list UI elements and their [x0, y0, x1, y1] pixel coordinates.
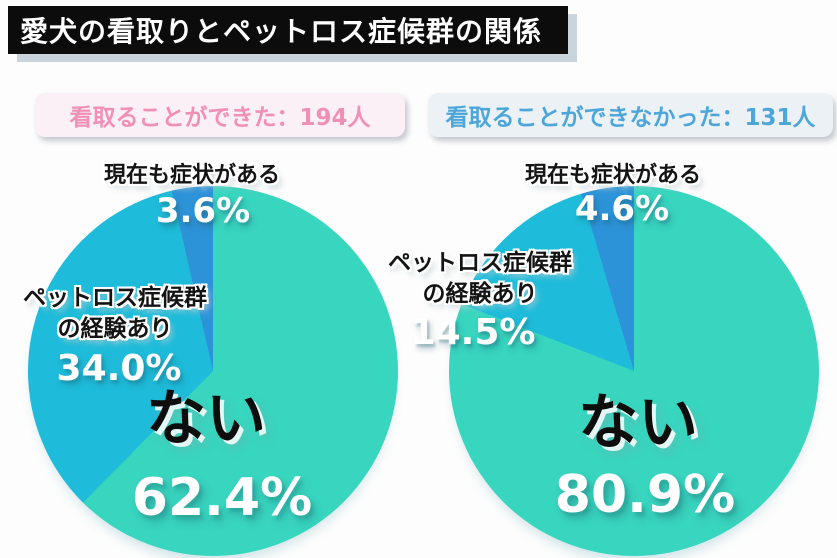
- label-current-symptoms-right: 現在も症状がある: [524, 163, 702, 188]
- page-title-text: 愛犬の看取りとペットロス症候群の関係: [20, 15, 543, 48]
- value-current-symptoms-left: 3.6%: [155, 191, 251, 231]
- value-none-left: 62.4%: [131, 468, 313, 528]
- label-current-symptoms-left: 現在も症状がある: [103, 163, 281, 188]
- value-petloss-experience-right: 14.5%: [410, 312, 536, 353]
- label-petloss-experience-right: ペットロス症候群 の経験あり: [388, 248, 572, 310]
- label-none-left: ない: [146, 384, 266, 454]
- label-petloss-line2-right: の経験あり: [422, 281, 538, 307]
- value-none-right: 80.9%: [554, 465, 736, 525]
- page-title: 愛犬の看取りとペットロス症候群の関係: [8, 6, 568, 54]
- label-petloss-line1-right: ペットロス症候群: [388, 250, 572, 276]
- chart-right-header-badge: 看取ることができなかった：131人: [428, 93, 833, 137]
- label-petloss-experience-left: ペットロス症候群 の経験あり: [23, 283, 207, 345]
- pie-chart-right: [449, 186, 819, 556]
- chart-left-header-badge: 看取ることができた：194人: [35, 93, 405, 137]
- chart-left-header-text: 看取ることができた：194人: [69, 105, 371, 131]
- label-petloss-line2-left: の経験あり: [57, 316, 173, 342]
- label-none-right: ない: [578, 388, 698, 458]
- chart-right-header-text: 看取ることができなかった：131人: [445, 105, 816, 131]
- pie-chart-left: [28, 186, 398, 556]
- label-petloss-line1-left: ペットロス症候群: [23, 285, 207, 311]
- value-current-symptoms-right: 4.6%: [574, 189, 670, 229]
- value-petloss-experience-left: 34.0%: [56, 348, 182, 389]
